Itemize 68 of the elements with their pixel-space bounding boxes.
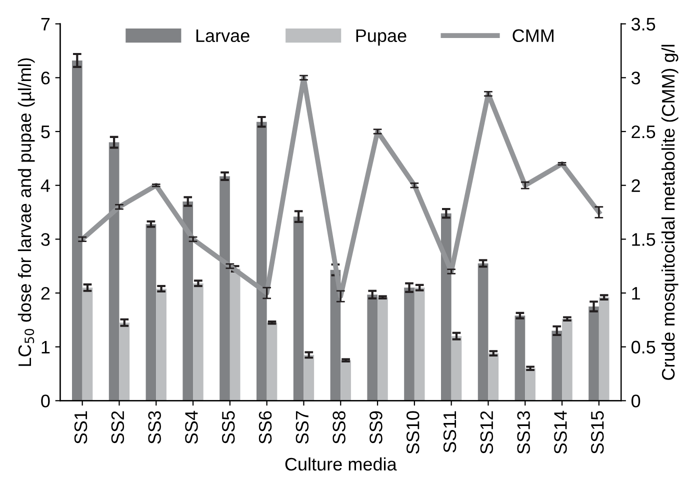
bar xyxy=(146,224,156,401)
bar xyxy=(451,336,462,401)
y-axis-title: LC$_{50}$ dose for larvae and pupae (µl/ml) xyxy=(18,58,35,366)
legend-label: Pupae xyxy=(356,29,406,46)
bar xyxy=(304,354,314,401)
bar xyxy=(514,316,526,401)
y2-tick-label: 3 xyxy=(631,72,640,84)
bar xyxy=(220,176,230,401)
y-tick-label: 7 xyxy=(41,18,50,30)
x-tick-label: SS6 xyxy=(258,411,272,444)
bar xyxy=(108,142,120,401)
bar xyxy=(478,263,488,401)
bar xyxy=(230,268,240,401)
bar xyxy=(119,322,130,401)
x-tick-label: SS12 xyxy=(480,411,494,454)
bar xyxy=(588,306,599,401)
y2-axis-title: Crude mosquitocidal metabolite (CMM) g/l xyxy=(661,44,678,380)
y2-tick-label: 1 xyxy=(632,287,640,300)
x-tick-label: SS8 xyxy=(332,411,346,444)
y2-tick-label: 2 xyxy=(632,179,640,192)
y-tick-label: 2 xyxy=(41,286,50,300)
line-series xyxy=(80,75,602,299)
bar xyxy=(552,330,562,401)
x-tick-label: SS15 xyxy=(590,411,604,454)
x-tick-label: SS2 xyxy=(111,411,124,444)
bar xyxy=(182,202,194,401)
x-tick-label: SS1 xyxy=(74,411,88,444)
legend-label: Larvae xyxy=(196,29,250,42)
y2-tick-label: 2.5 xyxy=(632,125,656,138)
bar xyxy=(82,288,93,401)
bar xyxy=(441,213,452,401)
bar xyxy=(156,288,166,401)
bar xyxy=(72,60,82,401)
y2-tick-label: 0 xyxy=(632,394,640,408)
bar xyxy=(293,216,304,401)
y2-tick-label: 1.5 xyxy=(632,233,656,246)
bar xyxy=(367,294,378,401)
x-tick-label: SS5 xyxy=(222,411,235,444)
y-tick-label: 1 xyxy=(42,340,50,354)
bar xyxy=(488,353,499,401)
bar xyxy=(562,318,572,401)
bar xyxy=(404,288,414,401)
x-tick-label: SS9 xyxy=(370,411,382,444)
y-tick-label: 4 xyxy=(40,179,50,192)
y-tick-label: 3 xyxy=(41,233,50,246)
y-tick-label: 5 xyxy=(41,126,50,138)
y-tick-label: 0 xyxy=(41,394,50,408)
x-tick-label: SS11 xyxy=(443,411,456,452)
bar xyxy=(525,368,536,401)
legend-label: CMM xyxy=(512,29,554,42)
x-tick-label: SS7 xyxy=(296,411,309,444)
bar xyxy=(378,297,388,401)
y2-tick-label: 3.5 xyxy=(631,18,656,31)
bar xyxy=(414,288,425,401)
bar xyxy=(193,283,204,401)
bar xyxy=(256,122,267,401)
bar xyxy=(266,322,278,401)
x-axis-title: Culture media xyxy=(285,457,397,471)
x-tick-label: SS4 xyxy=(185,410,198,444)
y-tick-label: 6 xyxy=(41,72,50,84)
bar xyxy=(598,297,610,401)
x-tick-label: SS10 xyxy=(406,411,420,454)
bar xyxy=(330,270,341,401)
y2-tick-label: 0.5 xyxy=(632,340,656,354)
x-tick-label: SS3 xyxy=(148,411,161,444)
x-tick-label: SS14 xyxy=(554,410,567,454)
bar xyxy=(340,360,351,401)
x-tick-label: SS13 xyxy=(517,411,530,454)
